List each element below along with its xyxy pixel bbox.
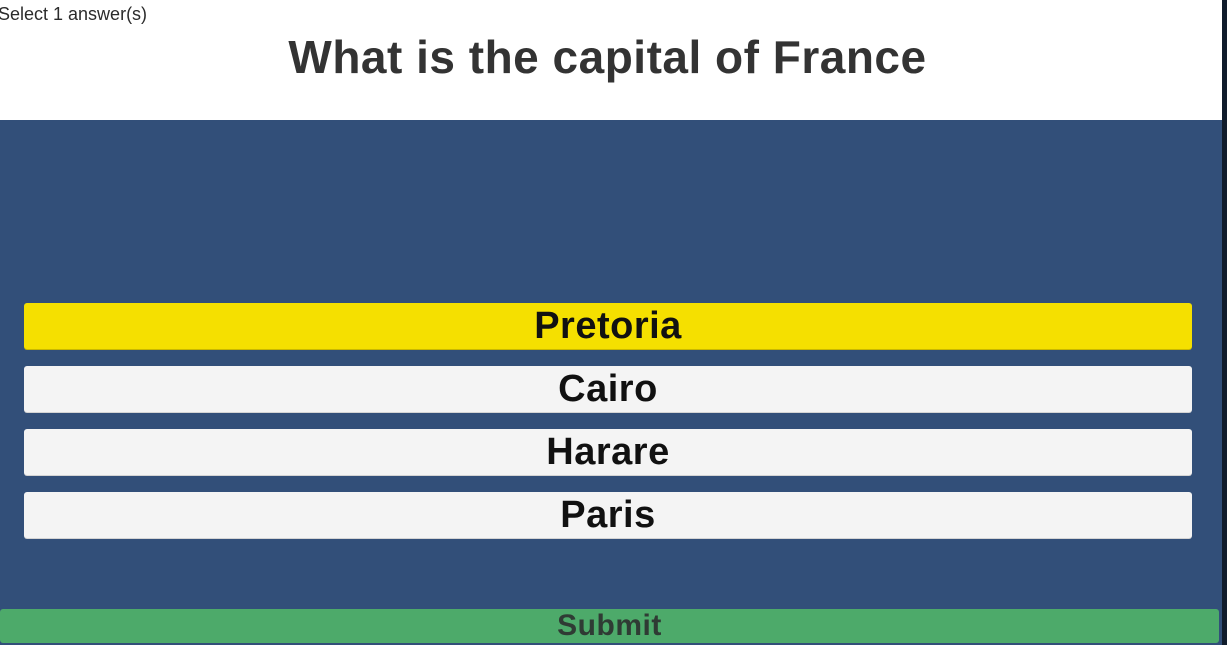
question-header: Select 1 answer(s) What is the capital o… bbox=[0, 0, 1222, 120]
answer-option-harare[interactable]: Harare bbox=[24, 429, 1192, 475]
screen-edge bbox=[1222, 0, 1227, 645]
answer-option-cairo[interactable]: Cairo bbox=[24, 366, 1192, 412]
submit-button[interactable]: Submit bbox=[0, 609, 1219, 643]
answer-option-paris[interactable]: Paris bbox=[24, 492, 1192, 538]
answer-option-pretoria[interactable]: Pretoria bbox=[24, 303, 1192, 349]
answer-list: Pretoria Cairo Harare Paris bbox=[24, 303, 1192, 555]
answer-label: Paris bbox=[560, 493, 656, 536]
answer-label: Pretoria bbox=[534, 304, 682, 347]
question-text: What is the capital of France bbox=[288, 31, 927, 83]
submit-label: Submit bbox=[557, 609, 662, 642]
answer-instruction: Select 1 answer(s) bbox=[0, 4, 148, 24]
answer-label: Harare bbox=[546, 430, 670, 473]
answer-label: Cairo bbox=[558, 367, 658, 410]
